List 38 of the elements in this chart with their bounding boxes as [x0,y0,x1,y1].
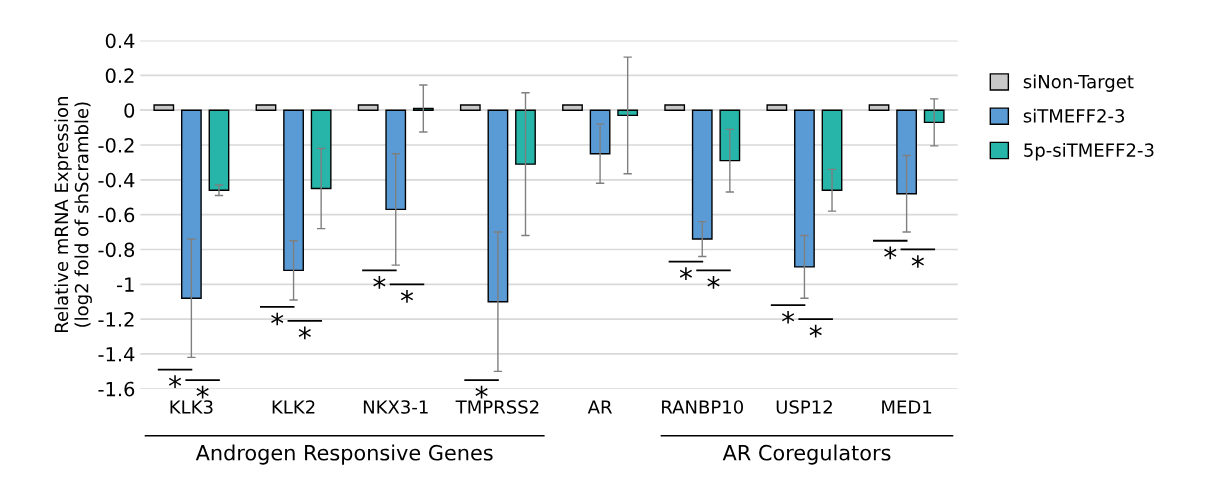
y-tick-label: -0.4 [98,172,135,188]
legend-label: 5p-siTMEFF2-3 [1024,142,1154,161]
annotation: * [168,375,182,388]
legend-label: siNon-Target [1023,74,1134,92]
annotation: * [781,310,795,324]
x-tick-label: KLK2 [272,400,315,414]
y-axis-title: Relative mRNA Expression (log2 fold of shScramble) [54,97,92,333]
x-tick-label: RANBP10 [662,400,744,414]
x-tick-label: USP12 [776,400,832,414]
x-tick-label: MED1 [882,400,932,414]
text: Androgen Responsive Genes [195,444,493,465]
x-tick-label: NKX3-1 [363,400,428,414]
annotation: * [271,312,284,326]
annotation: * [911,255,924,268]
text: AR Coregulators [722,444,891,465]
y-tick-label: 0 [124,103,135,118]
x-tick-label: AR [587,400,613,414]
legend-label: siTMEFF2-3 [1023,108,1125,123]
y-tick-label: -1.2 [98,312,134,327]
y-tick-label: -0.8 [98,242,135,258]
y-tick-label: -0.6 [98,207,135,223]
y-tick-label: -1.4 [98,347,135,362]
y-tick-label: 0.2 [105,68,134,84]
y-tick-label: 0.4 [105,33,135,49]
y-tick-label: -1.6 [98,381,135,397]
annotation: * [373,276,386,289]
x-tick-label: KLK3 [170,400,213,414]
annotation: * [400,290,414,303]
annotation: * [475,385,488,399]
annotation: * [809,324,822,338]
annotation: * [298,326,311,340]
annotation: * [196,385,209,399]
x-tick-label: TMPRSS2 [455,400,539,414]
annotation: * [884,246,897,260]
annotation: * [679,267,693,281]
y-tick-label: -0.2 [98,137,134,153]
annotation: * [707,276,720,289]
y-tick-label: -1 [117,277,134,292]
